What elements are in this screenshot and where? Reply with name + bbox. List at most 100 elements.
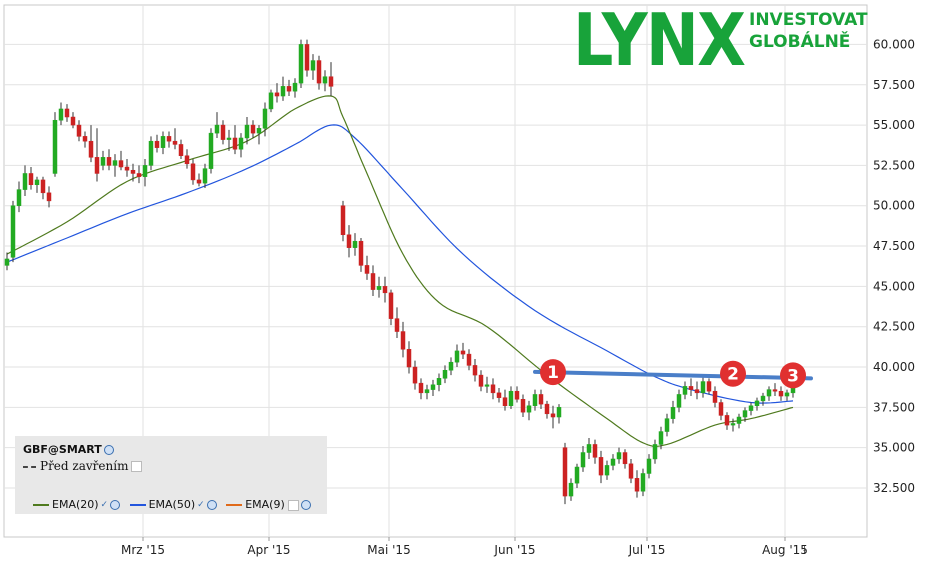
candle-body xyxy=(736,416,742,424)
candle-body xyxy=(490,384,496,394)
globe-icon[interactable] xyxy=(103,445,114,455)
candle-body xyxy=(670,407,676,419)
candle xyxy=(448,357,454,376)
candle-body xyxy=(592,444,598,458)
ema50-globe-icon[interactable] xyxy=(206,500,217,510)
annotation-marker: 1 xyxy=(540,359,566,386)
candle-body xyxy=(658,431,664,445)
candle-body xyxy=(16,189,22,206)
candle xyxy=(232,125,238,155)
candle-body xyxy=(436,378,442,386)
candle-body xyxy=(718,402,724,416)
candle-body xyxy=(682,386,688,395)
candle-body xyxy=(628,463,634,479)
candle-body xyxy=(640,473,646,492)
candle-body xyxy=(262,108,268,129)
candle-body xyxy=(70,116,76,126)
candle-body xyxy=(76,124,82,137)
candle-body xyxy=(190,163,196,181)
candle-body xyxy=(526,405,532,413)
candle xyxy=(40,176,46,200)
candle xyxy=(526,400,532,421)
candle-body xyxy=(784,392,790,397)
symbol-label: GBF@SMART xyxy=(23,443,102,456)
ema20-globe-icon[interactable] xyxy=(110,500,121,510)
candle-body xyxy=(700,381,706,394)
candle-body xyxy=(58,108,64,121)
ema9-globe-icon[interactable] xyxy=(300,500,311,510)
annotation-circle xyxy=(780,362,806,389)
candle xyxy=(208,128,214,174)
candle-body xyxy=(742,410,748,418)
candle-body xyxy=(508,390,514,406)
candle-body xyxy=(748,405,754,411)
axes: 32.500 35.000 37.500 40.000 42.500 45.000 47.5… xyxy=(121,37,915,557)
candle xyxy=(364,255,370,280)
candle-body xyxy=(304,44,310,71)
candle xyxy=(712,386,718,408)
candle-body xyxy=(214,124,220,134)
candle-body xyxy=(244,124,250,139)
candle-body xyxy=(28,173,34,186)
candle xyxy=(226,129,232,151)
candle xyxy=(70,112,76,129)
legend-symbol: GBF@SMART xyxy=(23,443,114,456)
candle xyxy=(664,413,670,437)
candle-body xyxy=(556,407,562,418)
previous-close-checkbox[interactable] xyxy=(131,461,143,472)
y-tick-label: 45.000 xyxy=(873,279,915,293)
ema50-line xyxy=(6,124,794,404)
ema50-check-icon[interactable]: ✓ xyxy=(197,500,205,510)
ema20-swatch xyxy=(33,504,49,506)
candle xyxy=(112,154,118,177)
ema20-check-icon[interactable]: ✓ xyxy=(100,500,109,510)
ema9-swatch xyxy=(226,504,243,506)
candle xyxy=(640,468,646,497)
candle-body xyxy=(400,331,406,350)
candle xyxy=(556,404,562,424)
candle xyxy=(652,439,658,464)
candle xyxy=(238,133,244,158)
candle-body xyxy=(130,169,136,174)
candle xyxy=(136,165,142,184)
lynx-logo: LYNX INVESTOVAT GLOBÁLNĚ xyxy=(573,0,868,80)
candle-body xyxy=(604,465,610,476)
candle-body xyxy=(46,192,52,202)
candle-body xyxy=(514,390,520,400)
candle xyxy=(370,265,376,297)
candle-body xyxy=(106,157,112,166)
candle xyxy=(46,186,52,208)
candle-body xyxy=(550,413,556,418)
candle xyxy=(766,386,772,401)
candle-body xyxy=(634,478,640,492)
candle xyxy=(154,134,160,153)
candle-body xyxy=(148,140,154,166)
candle xyxy=(418,378,424,400)
candle xyxy=(460,342,466,359)
candle-body xyxy=(544,403,550,415)
candle-body xyxy=(316,60,322,84)
candle-body xyxy=(226,137,232,140)
candle-body xyxy=(430,384,436,390)
y-tick-label: 60.000 xyxy=(873,37,915,51)
annotations: 1 2 3 xyxy=(533,359,813,389)
candle-body xyxy=(610,458,616,466)
ema9-checkbox[interactable] xyxy=(287,499,299,511)
candle xyxy=(508,386,514,409)
candle-body xyxy=(160,136,166,148)
candle-body xyxy=(364,265,370,274)
candle-body xyxy=(394,318,400,332)
x-tick-label: Jun '15 xyxy=(493,543,535,557)
candle-body xyxy=(454,350,460,363)
candle-body xyxy=(616,452,622,460)
candle xyxy=(184,149,190,169)
candle xyxy=(604,460,610,480)
candle xyxy=(700,376,706,398)
candle xyxy=(160,131,166,155)
candle xyxy=(358,237,364,272)
candle xyxy=(286,79,292,97)
candle-body xyxy=(664,418,670,432)
indicator-legend: EMA(20) ✓ EMA(50) ✓ EMA(9) xyxy=(33,498,317,511)
candle xyxy=(490,378,496,400)
candle-body xyxy=(256,128,262,134)
